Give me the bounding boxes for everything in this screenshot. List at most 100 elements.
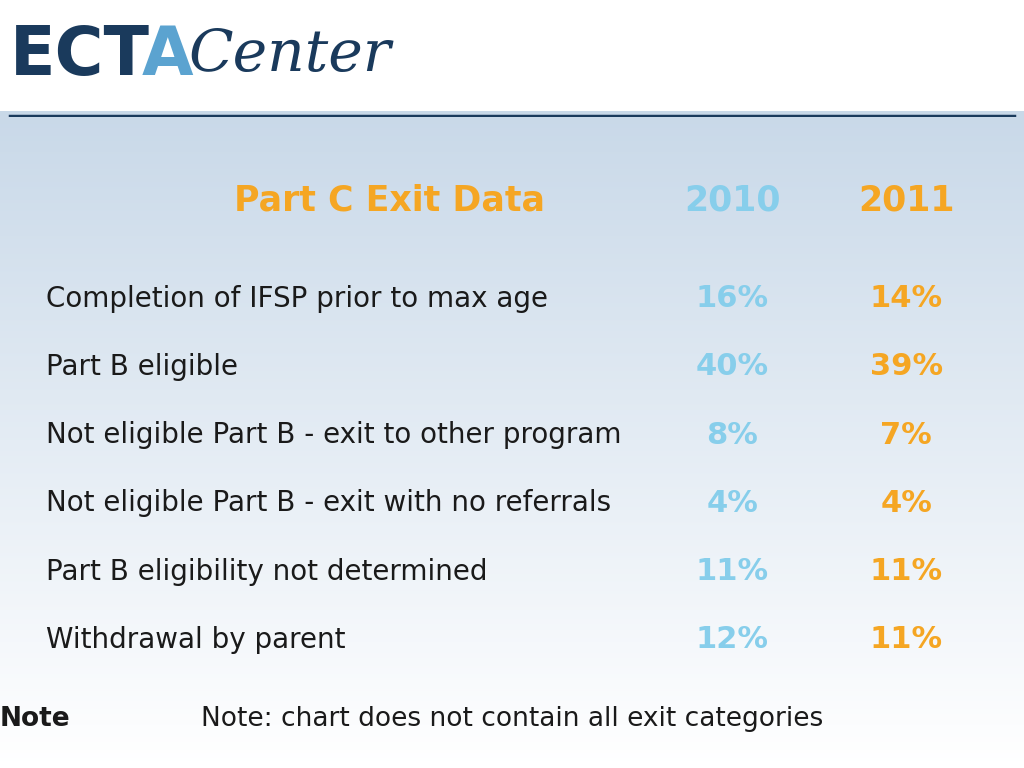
Bar [0,683,1024,684]
Bar [0,637,1024,638]
Bar [0,335,1024,336]
Bar [0,356,1024,358]
Bar [0,533,1024,535]
Bar [0,187,1024,188]
Bar [0,292,1024,293]
Bar [0,190,1024,192]
Bar [0,348,1024,349]
Bar [0,546,1024,548]
Bar [0,141,1024,143]
Bar [0,215,1024,217]
Bar [0,333,1024,335]
Bar [0,641,1024,644]
Bar [0,604,1024,605]
Bar [0,666,1024,668]
Bar [0,545,1024,546]
Bar [0,217,1024,218]
Bar [0,263,1024,264]
Bar [0,528,1024,530]
Bar [0,471,1024,472]
Bar [0,382,1024,384]
Bar [0,508,1024,510]
Bar [0,366,1024,367]
Bar [0,466,1024,468]
Bar [0,551,1024,553]
Bar [0,120,1024,121]
Bar [0,761,1024,763]
Bar [0,435,1024,436]
Bar [0,251,1024,253]
Bar [0,548,1024,550]
Bar [0,498,1024,501]
Bar [0,359,1024,361]
Bar [0,338,1024,339]
Bar [0,179,1024,180]
Bar [0,537,1024,538]
Bar [0,399,1024,400]
Bar [0,290,1024,292]
Bar [0,520,1024,521]
Bar [0,250,1024,251]
Bar [0,492,1024,494]
Bar [0,436,1024,438]
Bar [0,218,1024,220]
Text: 12%: 12% [695,625,769,654]
Bar [0,628,1024,630]
Bar [0,645,1024,647]
Bar [0,494,1024,495]
Bar [0,202,1024,204]
Bar [0,167,1024,169]
Bar [0,568,1024,569]
Bar [0,339,1024,341]
Bar [0,336,1024,338]
Bar [0,322,1024,323]
Bar [0,289,1024,290]
Bar [0,632,1024,634]
Bar [0,185,1024,187]
Bar [0,660,1024,661]
Bar [0,400,1024,402]
Bar [0,261,1024,263]
Bar [0,578,1024,579]
Bar [0,763,1024,765]
Bar [0,710,1024,712]
Bar [0,387,1024,389]
Text: Withdrawal by parent: Withdrawal by parent [46,626,345,654]
Bar [0,442,1024,443]
Bar [0,727,1024,729]
Bar [0,482,1024,484]
Bar [0,277,1024,279]
Bar [0,737,1024,739]
Text: Part C Exit Data: Part C Exit Data [233,183,545,217]
Bar [0,313,1024,315]
Bar [0,478,1024,479]
Bar [0,111,1024,113]
Bar [0,638,1024,640]
Bar [0,194,1024,195]
Bar [0,397,1024,399]
Bar [0,220,1024,221]
Bar [0,518,1024,520]
Bar [0,180,1024,182]
Bar [0,282,1024,283]
Bar [0,293,1024,295]
Bar [0,449,1024,451]
Bar [0,504,1024,505]
Bar [0,406,1024,407]
Bar [0,114,1024,116]
Bar [0,689,1024,691]
Text: Not eligible Part B - exit with no referrals: Not eligible Part B - exit with no refer… [46,489,611,518]
Bar [0,188,1024,190]
Bar [0,204,1024,205]
Bar [0,381,1024,382]
Bar [0,256,1024,257]
Bar [0,479,1024,481]
Bar [0,161,1024,162]
Bar [0,131,1024,133]
Bar [0,569,1024,571]
Bar [0,430,1024,432]
Bar [0,302,1024,303]
Bar [0,113,1024,114]
Bar [0,233,1024,234]
Bar [0,136,1024,137]
